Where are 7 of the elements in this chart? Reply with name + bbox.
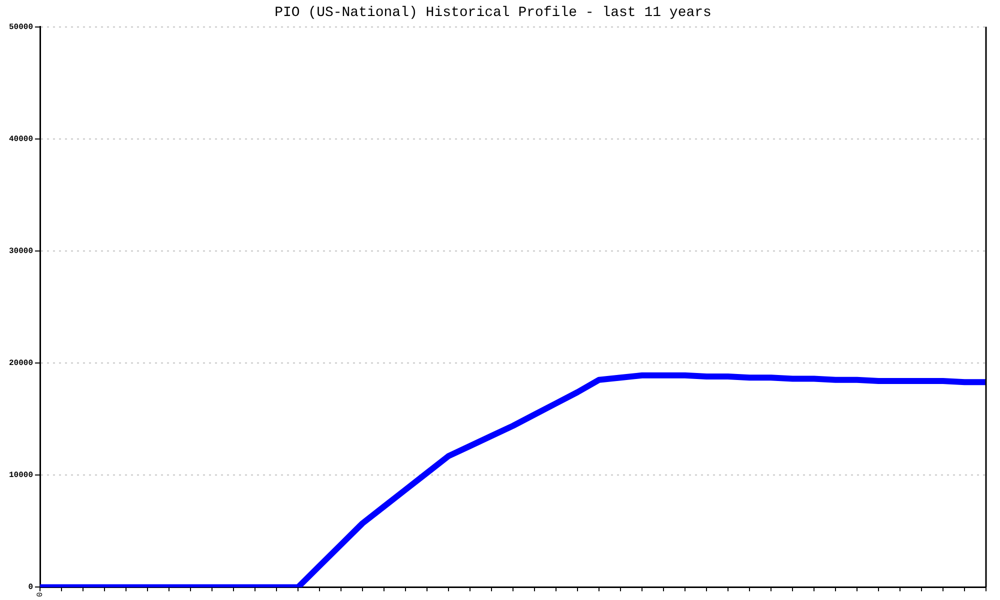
y-tick-label: 0 <box>28 583 34 592</box>
y-tick-label: 20000 <box>8 359 34 368</box>
y-tick-label: 40000 <box>8 134 34 144</box>
y-tick-label: 50000 <box>8 22 34 32</box>
chart-title: PIO (US-National) Historical Profile - last 11 years <box>274 5 712 22</box>
y-tick-label: 30000 <box>8 246 34 256</box>
y-tick-label: 10000 <box>8 471 34 480</box>
